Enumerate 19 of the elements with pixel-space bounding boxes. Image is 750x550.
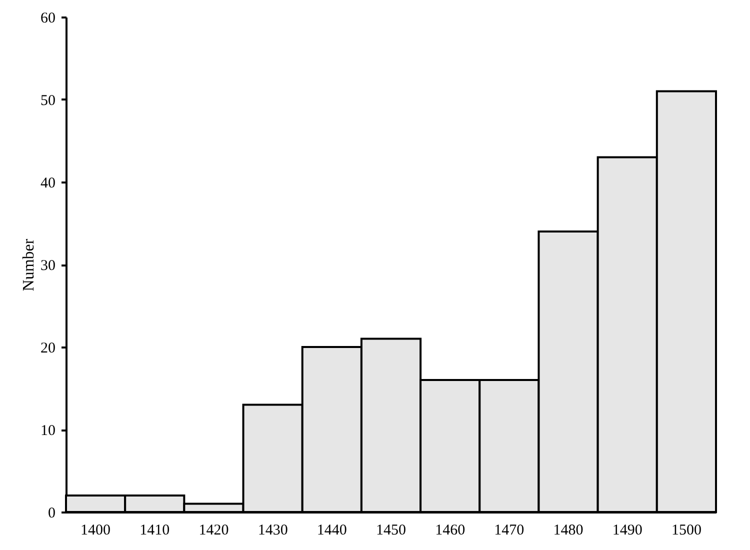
y-tick-label: 0 [48, 506, 56, 522]
x-tick-label: 1450 [376, 522, 406, 538]
x-tick-label: 1460 [435, 522, 466, 538]
y-tick-label: 60 [40, 10, 56, 26]
y-axis-title: Number [20, 238, 38, 292]
y-tick-label: 50 [40, 93, 56, 109]
y-tick-label: 10 [40, 423, 56, 439]
x-tick-label: 1430 [258, 522, 288, 538]
x-tick-label: 1500 [671, 522, 702, 538]
y-tick-label: 40 [40, 176, 56, 192]
x-tick-label: 1470 [494, 522, 524, 538]
x-tick-label: 1400 [80, 522, 111, 538]
x-tick-label: 1410 [140, 522, 170, 538]
x-tick-label: 1480 [553, 522, 584, 538]
x-tick-label: 1420 [198, 522, 229, 538]
x-tick-label: 1490 [612, 522, 642, 538]
x-tick-label: 1440 [316, 522, 347, 538]
y-tick-label: 30 [40, 258, 56, 274]
y-tick-label: 20 [40, 340, 56, 356]
